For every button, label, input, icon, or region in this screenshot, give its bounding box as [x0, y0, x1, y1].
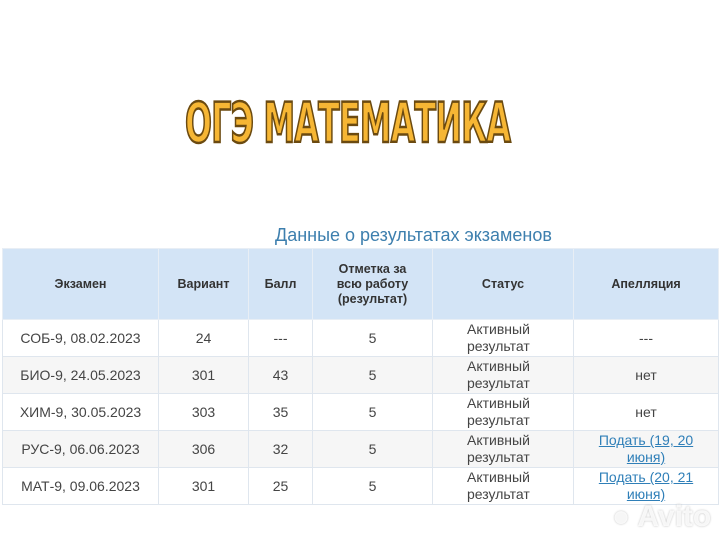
cell-mark: 5 [312, 467, 433, 505]
cell-score: --- [248, 319, 313, 357]
table-row: РУС-9, 06.06.2023 306 32 5 Активный результа… [2, 430, 719, 468]
table-title: Данные о результатах экзаменов [275, 225, 552, 245]
headline: ОГЭ МАТЕМАТИКА [184, 91, 525, 157]
column-header: Апелляция [573, 248, 719, 320]
cell-exam: БИО-9, 24.05.2023 [2, 356, 159, 394]
cell-status: Активный результат [432, 356, 574, 394]
column-header: Балл [248, 248, 313, 320]
cell-appeal: нет [573, 356, 719, 394]
table-row: ХИМ-9, 30.05.2023 303 35 5 Активный результа… [2, 393, 719, 431]
cell-score: 25 [248, 467, 313, 505]
cell-mark: 5 [312, 319, 433, 357]
headline-text: ОГЭ МАТЕМАТИКА [184, 91, 511, 157]
cell-status: Активный результат [432, 319, 574, 357]
cell-variant: 24 [158, 319, 249, 357]
cell-exam: МАТ-9, 09.06.2023 [2, 467, 159, 505]
cell-status: Активный результат [432, 393, 574, 431]
cell-appeal: --- [573, 319, 719, 357]
appeal-link[interactable]: Подать (19, 20 июня) [598, 432, 694, 465]
cell-variant: 306 [158, 430, 249, 468]
cell-exam: ХИМ-9, 30.05.2023 [2, 393, 159, 431]
column-header: Статус [432, 248, 574, 320]
results-table: Экзамен Вариант Балл Отметка за всю рабо… [2, 248, 719, 505]
cell-variant: 301 [158, 356, 249, 394]
column-header: Отметка за всю работу (результат) [312, 248, 433, 320]
cell-appeal: Подать (19, 20 июня) [573, 430, 719, 468]
cell-score: 35 [248, 393, 313, 431]
cell-score: 32 [248, 430, 313, 468]
column-header: Вариант [158, 248, 249, 320]
cell-variant: 301 [158, 467, 249, 505]
cell-score: 43 [248, 356, 313, 394]
cell-status: Активный результат [432, 430, 574, 468]
cell-status: Активный результат [432, 467, 574, 505]
cell-appeal: нет [573, 393, 719, 431]
table-header: Экзамен Вариант Балл Отметка за всю рабо… [2, 248, 719, 320]
cell-mark: 5 [312, 356, 433, 394]
table-row: МАТ-9, 09.06.2023 301 25 5 Активный результа… [2, 467, 719, 505]
avito-watermark: ● Avito [612, 500, 712, 533]
table-row: СОБ-9, 08.02.2023 24 --- 5 Активный результа… [2, 319, 719, 357]
cell-mark: 5 [312, 430, 433, 468]
column-header: Экзамен [2, 248, 159, 320]
cell-mark: 5 [312, 393, 433, 431]
cell-variant: 303 [158, 393, 249, 431]
table-row: БИО-9, 24.05.2023 301 43 5 Активный результа… [2, 356, 719, 394]
appeal-link[interactable]: Подать (20, 21 июня) [598, 469, 694, 502]
cell-appeal: Подать (20, 21 июня) [573, 467, 719, 505]
cell-exam: СОБ-9, 08.02.2023 [2, 319, 159, 357]
cell-exam: РУС-9, 06.06.2023 [2, 430, 159, 468]
